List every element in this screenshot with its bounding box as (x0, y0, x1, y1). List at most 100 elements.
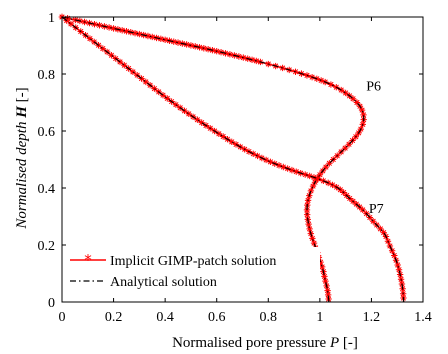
gimp-marker (395, 266, 403, 273)
gimp-marker (187, 42, 195, 49)
gimp-marker (96, 22, 103, 29)
gimp-marker (99, 45, 107, 52)
legend-label-analytical: Analytical solution (110, 275, 217, 290)
gimp-marker (172, 101, 180, 108)
gimp-marker (327, 81, 335, 88)
gimp-marker (108, 52, 115, 59)
gimp-marker (67, 20, 75, 28)
gimp-marker (342, 89, 349, 97)
gimp-marker (324, 291, 332, 299)
gimp-marker (309, 235, 316, 242)
gimp-marker (198, 119, 205, 126)
y-tick-label: 0 (48, 296, 55, 311)
legend-star-marker: * (84, 251, 92, 269)
gimp-marker (262, 156, 270, 164)
tick-layer: 0 0.2 0.4 0.6 0.8 1 1.2 1.4 0 0.2 0.4 0.6 0.8 1 (38, 11, 432, 325)
gimp-marker (307, 187, 315, 195)
gimp-marker (170, 38, 177, 45)
gimp-marker (86, 35, 94, 42)
gimp-marker (136, 30, 143, 38)
gimp-marker (183, 41, 190, 48)
gimp-marker (161, 36, 169, 43)
gimp-marker (138, 75, 145, 82)
gimp-marker (219, 133, 227, 140)
gimp-marker (321, 273, 328, 280)
y-axis-label: Normalised depth H [-] (14, 87, 30, 229)
x-tick-label: 1.4 (414, 310, 432, 325)
gimp-marker (121, 62, 128, 69)
x-axis-label: Normalised pore pressure P [-] (172, 335, 358, 351)
gimp-marker (232, 141, 240, 148)
y-tick-label: 1 (48, 11, 55, 26)
series-layer (58, 13, 407, 303)
x-tick-label: 1.2 (363, 310, 381, 325)
y-tick-label: 0.8 (38, 68, 56, 83)
gimp-marker (394, 261, 401, 269)
x-tick-label: 0 (59, 310, 66, 325)
gimp-marker (322, 163, 330, 171)
x-tick-label: 1 (316, 310, 323, 325)
gimp-marker (129, 68, 137, 76)
gimp-marker (185, 110, 192, 118)
gimp-marker (303, 72, 311, 79)
gimp-marker (310, 239, 318, 247)
curve-label-p7: P7 (369, 202, 384, 217)
gimp-marker (341, 144, 349, 152)
curve-label-p6: P6 (366, 79, 381, 94)
gimp-marker (118, 27, 126, 34)
gimp-marker (91, 20, 98, 28)
gimp-marker (131, 29, 139, 37)
legend-box (66, 247, 320, 295)
gimp-marker (174, 39, 182, 46)
legend-label-gimp: Implicit GIMP-patch solution (110, 254, 276, 269)
gimp-marker (194, 116, 201, 123)
gimp-marker (149, 33, 156, 41)
gimp-marker (105, 24, 113, 31)
y-tick-label: 0.4 (38, 182, 56, 197)
gimp-marker (324, 287, 331, 294)
gimp-marker (322, 277, 329, 285)
gimp-marker (293, 168, 300, 175)
gimp-marker (159, 91, 167, 99)
gimp-marker (353, 99, 361, 106)
gimp-marker (288, 166, 296, 174)
gimp-marker (326, 160, 333, 167)
gimp-marker (306, 225, 313, 233)
legend: * Implicit GIMP-patch solution Analytica… (66, 247, 320, 295)
gimp-marker (316, 171, 324, 178)
gimp-marker (151, 85, 158, 92)
y-tick-label: 0.6 (38, 125, 56, 140)
gimp-marker (380, 229, 387, 236)
gimp-marker (309, 182, 317, 190)
y-tick-label: 0.2 (38, 239, 56, 254)
gimp-marker (157, 35, 165, 43)
x-tick-label: 0.4 (156, 310, 174, 325)
plot-frame (61, 16, 424, 303)
gimp-marker (280, 163, 287, 171)
gimp-marker (228, 138, 235, 146)
x-tick-label: 0.8 (260, 310, 278, 325)
gimp-marker (215, 130, 223, 137)
analytical-solution-line-p6 (61, 16, 365, 303)
gimp-marker (275, 162, 283, 169)
gimp-marker (397, 276, 405, 283)
gimp-marker (123, 28, 130, 35)
gimp-marker (391, 252, 398, 259)
gimp-marker (369, 218, 377, 225)
x-tick-label: 0.6 (208, 310, 226, 325)
gimp-marker (164, 95, 171, 102)
gimp-marker (110, 25, 117, 32)
annotation-layer: P6 P7 (366, 79, 383, 217)
gimp-marker (349, 95, 357, 102)
analytical-solution-line-p7 (61, 16, 405, 303)
gimp-marker (144, 32, 152, 40)
gimp-marker (360, 111, 367, 119)
gimp-marker (142, 78, 149, 86)
gimp-marker (358, 106, 366, 114)
gimp-marker (317, 258, 324, 266)
gimp-marker (306, 172, 313, 180)
gimp-marker (305, 220, 312, 228)
gimp-marker (303, 211, 311, 218)
gimp-marker (377, 225, 384, 233)
